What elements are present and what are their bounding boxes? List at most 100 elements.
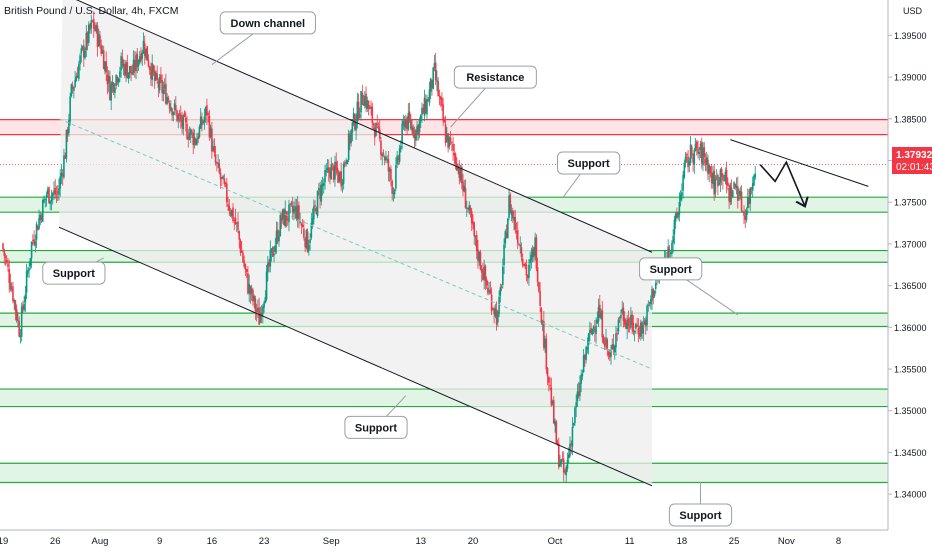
candle-body xyxy=(111,81,114,86)
candle-body xyxy=(738,198,740,200)
candle-body xyxy=(695,141,698,149)
currency-label: USD xyxy=(903,6,923,16)
candle-body xyxy=(434,62,437,80)
candle-body xyxy=(100,45,103,54)
candle-body xyxy=(534,237,536,256)
candle-body xyxy=(489,289,492,294)
callout-box[interactable] xyxy=(344,415,408,439)
candle-body xyxy=(275,230,278,245)
candle-body xyxy=(359,114,361,118)
candle-body xyxy=(267,263,269,273)
candle-body xyxy=(518,244,520,246)
candle-body xyxy=(373,127,376,138)
candle-body xyxy=(207,113,209,115)
candle-body xyxy=(707,159,709,175)
candle-body xyxy=(423,97,426,116)
support-zone-5 xyxy=(0,463,888,483)
candle-body xyxy=(116,76,119,82)
candle-body xyxy=(407,112,410,130)
candle-body xyxy=(49,200,52,205)
candle-body xyxy=(473,222,476,237)
candle-body xyxy=(612,344,615,350)
candle-body xyxy=(132,59,135,73)
callout-box[interactable] xyxy=(557,151,621,175)
time-tick-label: 20 xyxy=(468,536,479,547)
candle-body xyxy=(218,163,221,173)
candle-body xyxy=(86,32,89,44)
candle-body xyxy=(147,60,150,67)
candle-body xyxy=(682,175,684,191)
candle-body xyxy=(221,177,223,179)
candle-body xyxy=(224,182,227,185)
candle-body xyxy=(416,126,418,133)
callout-box[interactable] xyxy=(639,257,703,281)
candle-body xyxy=(322,183,325,186)
time-axis-panel xyxy=(0,530,932,550)
candle-body xyxy=(273,253,275,256)
candle-body xyxy=(557,443,560,468)
candle-body xyxy=(304,238,306,247)
candle-body xyxy=(242,252,244,262)
candle-body xyxy=(620,315,622,319)
candle-body xyxy=(141,52,144,59)
time-tick-label: 9 xyxy=(157,536,162,547)
candle-body xyxy=(54,188,57,195)
candle-body xyxy=(647,304,650,306)
candle-body xyxy=(618,317,621,319)
candle-body xyxy=(283,208,285,225)
candle-body xyxy=(566,459,569,469)
callout-box[interactable] xyxy=(42,261,106,285)
candle-body xyxy=(38,218,40,229)
candle-body xyxy=(602,336,605,344)
candle-body xyxy=(39,214,42,221)
candle-body xyxy=(330,164,333,180)
candle-body xyxy=(229,211,232,215)
candle-body xyxy=(172,112,175,116)
candle-body xyxy=(203,116,206,123)
candle-body xyxy=(684,156,687,163)
candle-body xyxy=(737,186,739,201)
candle-body xyxy=(398,148,401,162)
candle-body xyxy=(41,200,44,222)
candle-body xyxy=(559,463,561,467)
candle-body xyxy=(46,189,49,195)
candle-body xyxy=(314,205,316,207)
price-tick-label: 1.35000 xyxy=(894,406,927,416)
candle-body xyxy=(87,24,90,43)
candle-body xyxy=(168,103,171,109)
candle-body xyxy=(733,182,735,189)
candle-body xyxy=(189,129,192,136)
candle-body xyxy=(151,63,153,80)
candle-body xyxy=(424,99,427,114)
candle-body xyxy=(556,442,559,445)
candle-body xyxy=(393,189,396,195)
candle-body xyxy=(603,343,606,347)
candle-body xyxy=(357,101,360,119)
candle-body xyxy=(421,107,423,115)
candle-body xyxy=(633,331,636,333)
candle-body xyxy=(238,231,241,240)
candle-body xyxy=(748,197,750,205)
candle-body xyxy=(592,326,595,329)
candle-body xyxy=(90,20,93,29)
candle-body xyxy=(133,60,136,71)
candle-body xyxy=(630,314,632,328)
candle-body xyxy=(403,121,406,128)
candle-body xyxy=(585,346,587,360)
last-price-marker: 1.37932 02:01:43 xyxy=(892,147,932,174)
callout-box[interactable] xyxy=(668,503,733,527)
time-tick-label: 18 xyxy=(677,536,688,547)
candle-body xyxy=(600,312,602,319)
callout-box[interactable] xyxy=(453,65,537,89)
candle-body xyxy=(321,183,324,187)
candle-body xyxy=(554,420,556,426)
candle-body xyxy=(541,321,544,326)
candle-body xyxy=(263,302,265,308)
candle-body xyxy=(668,248,671,252)
candle-body xyxy=(107,75,110,84)
callout-box[interactable] xyxy=(219,11,316,35)
time-tick-label: Oct xyxy=(548,536,563,547)
candle-body xyxy=(91,20,94,22)
